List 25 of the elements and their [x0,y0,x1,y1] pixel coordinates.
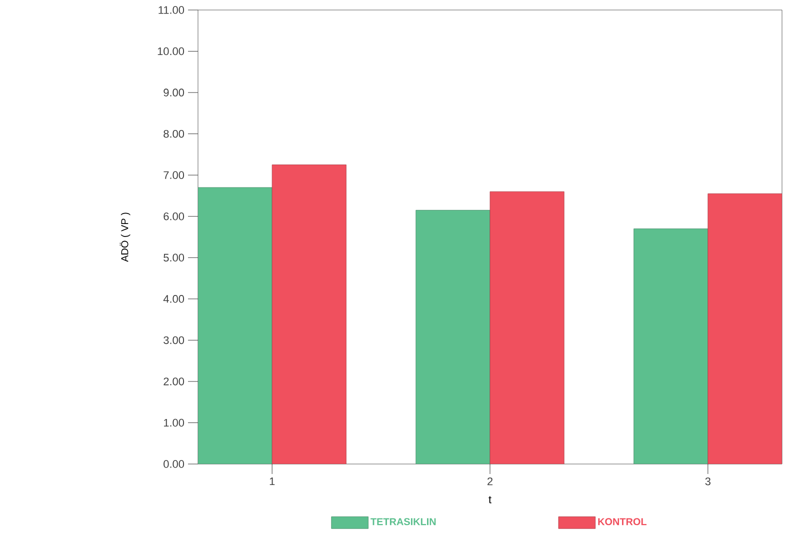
y-tick-label: 5.00 [164,254,184,262]
y-tick-label: 10.00 [158,47,184,56]
y-tick-label: 4.00 [163,295,184,303]
legend-label: TETRASIKLIN [370,518,436,526]
x-tick-label: 3 [705,478,710,486]
bar [634,228,708,464]
bar [490,191,564,464]
x-axis-title: t [488,496,492,504]
x-tick-label: 1 [270,478,275,486]
bar [198,187,272,464]
y-tick-label: 0.00 [164,460,184,468]
y-tick-label: 8.00 [164,130,184,138]
y-tick-label: 6.00 [164,212,184,220]
x-tick-label: 2 [488,478,492,486]
y-tick-label: 3.00 [164,336,184,344]
bar [272,164,346,464]
y-tick-label: 7.00 [164,171,184,179]
y-tick-label: 11.00 [158,6,184,14]
y-axis-title: ADÖ ( VP ) [120,212,130,262]
y-tick-label: 1.00 [164,418,184,427]
y-tick-label: 9.00 [164,88,184,96]
bar [416,210,490,464]
bar [708,193,782,464]
legend-label: KONTROL [598,518,646,526]
y-tick-label: 2.00 [164,378,184,386]
